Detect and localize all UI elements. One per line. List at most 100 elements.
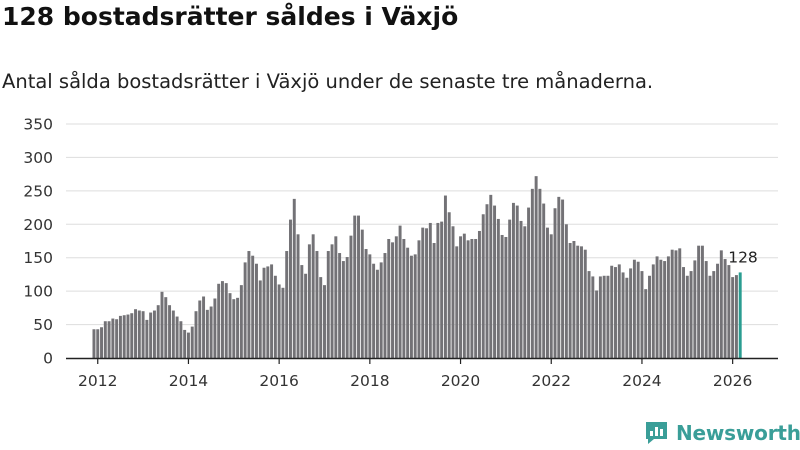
bar [96,329,100,358]
bar [708,275,712,358]
bar [564,224,568,358]
x-tick-label: 2020 [441,372,480,390]
bar [485,204,489,358]
bar [697,245,701,358]
bar [289,219,292,358]
bar [459,236,463,358]
bar [368,254,372,358]
bar [179,321,183,358]
bar [111,318,115,358]
bar [727,265,731,358]
x-tick-label: 2014 [169,372,208,390]
bar [542,203,546,358]
bar [285,251,289,358]
bar [598,276,602,358]
bar [360,229,364,358]
y-tick-label: 250 [23,182,53,200]
bar [462,233,466,358]
y-tick-label: 150 [23,249,53,267]
bar [712,271,716,358]
bar [300,265,304,358]
bar [255,263,258,358]
bar [481,214,485,358]
bar [576,245,580,358]
bar [734,275,738,358]
bar [682,267,685,358]
bar [493,205,497,358]
bar [130,313,134,358]
bar [107,321,111,358]
bar [644,289,648,358]
bar [375,269,379,358]
bar [209,306,213,358]
x-tick-label: 2024 [622,372,661,390]
bar [621,272,625,358]
bar [561,199,565,358]
bar [190,326,194,358]
annotations: 128 [728,248,758,266]
bar [693,260,697,358]
bar [383,253,387,358]
bar [134,309,138,358]
bar [194,311,198,358]
bar [666,256,670,358]
bar [357,215,360,358]
bar [141,311,145,358]
bar [659,259,663,358]
bar [364,249,368,358]
bar [568,243,572,358]
bar [572,241,576,358]
bar [391,242,394,358]
bar [217,283,221,358]
bar [262,267,266,358]
bar [511,202,515,358]
bar [413,254,417,358]
bar [670,249,674,358]
bar [345,257,349,358]
bar [716,263,720,358]
bar [341,261,345,358]
bar [232,299,236,358]
bar [477,230,481,358]
bar [292,198,296,358]
bar [515,205,519,358]
bar [168,305,172,358]
bar [145,319,149,358]
bar [92,329,96,358]
bar [338,253,342,358]
bar [663,261,667,358]
bar [273,275,277,358]
bar [315,251,319,358]
bar [334,236,338,358]
x-tick-label: 2018 [350,372,389,390]
bar [281,287,285,358]
bar [602,275,606,358]
bar [470,238,474,358]
bar [580,246,583,358]
y-tick-label: 300 [23,149,53,167]
bar [496,218,500,358]
bar [122,315,126,358]
bar [428,222,432,358]
bar [202,296,206,358]
bar [417,240,421,358]
bar [220,281,224,358]
x-axis-ticks: 2012 2014 2016 2018 2020 2022 2024 2026 [78,358,752,390]
bar [372,263,376,358]
bar [504,236,508,358]
x-tick-label: 2016 [259,372,298,390]
bar [115,319,119,358]
bar [186,332,190,358]
bar [198,300,202,358]
bar [648,275,651,358]
bar [651,264,655,358]
bar [100,327,103,358]
bar [247,251,251,358]
bar [474,238,478,358]
bar [126,314,130,358]
bar [440,221,444,358]
bar [723,259,727,358]
bar [402,238,406,358]
bar [183,329,187,358]
bar [243,262,247,358]
